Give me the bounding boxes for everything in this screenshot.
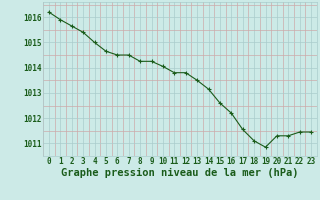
- X-axis label: Graphe pression niveau de la mer (hPa): Graphe pression niveau de la mer (hPa): [61, 168, 299, 178]
